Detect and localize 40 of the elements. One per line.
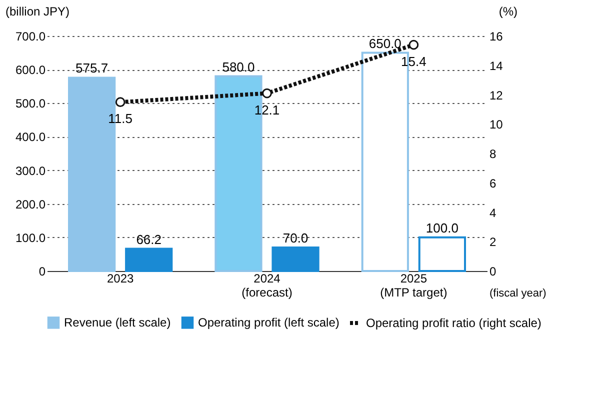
y-tick-label: 0 [38,264,46,278]
y2-tick-label: 0 [490,264,496,278]
y-tick-label: 300.0 [15,164,46,178]
bar [272,246,320,272]
y2-tick-label: 6 [490,176,496,190]
data-label: 12.1 [254,102,280,118]
data-label: 575.7 [76,60,108,76]
legend-label: Revenue (left scale) [64,316,171,330]
y2-tick-label: 8 [490,147,496,161]
y-tick-label: 200.0 [15,197,46,212]
point [115,97,126,108]
y2-tick-label: 10 [490,118,504,132]
legend-label: Operating profit ratio (right scale) [366,316,542,330]
y2-tick-label: 16 [490,30,504,44]
data-label: 100.0 [426,220,458,236]
y-tick-label: 700.0 [15,30,46,44]
x-tick-label: 2024 (forecast) [242,272,292,300]
y2-tick-label: 2 [490,235,496,250]
data-label: 15.4 [401,54,426,69]
y-tick-label: 600.0 [15,63,46,78]
x-tick-label: 2025 (MTP target) [380,272,448,300]
x-tick-label: 2023 [106,272,134,286]
legend-label: Operating profit (left scale) [198,316,340,330]
data-label: 66.2 [136,232,162,247]
data-label: 650.0 [368,36,402,51]
y2-axis-title: (%) [498,4,518,18]
y2-tick-label: 12 [490,88,504,102]
data-label: 70.0 [282,230,308,246]
x-axis-title: (fiscal year) [490,288,546,300]
data-label: 11.5 [108,111,133,126]
point [262,88,272,98]
y2-tick-label: 4 [490,206,496,220]
y2-tick-label: 14 [490,58,504,73]
y-axis-title: (billion JPY) [6,4,70,18]
y-tick-label: 500.0 [15,96,46,111]
data-label: 580.0 [222,59,255,74]
bar [125,248,173,272]
y-tick-label: 100.0 [15,230,46,245]
y-tick-label: 400.0 [15,130,46,144]
point [408,40,419,50]
